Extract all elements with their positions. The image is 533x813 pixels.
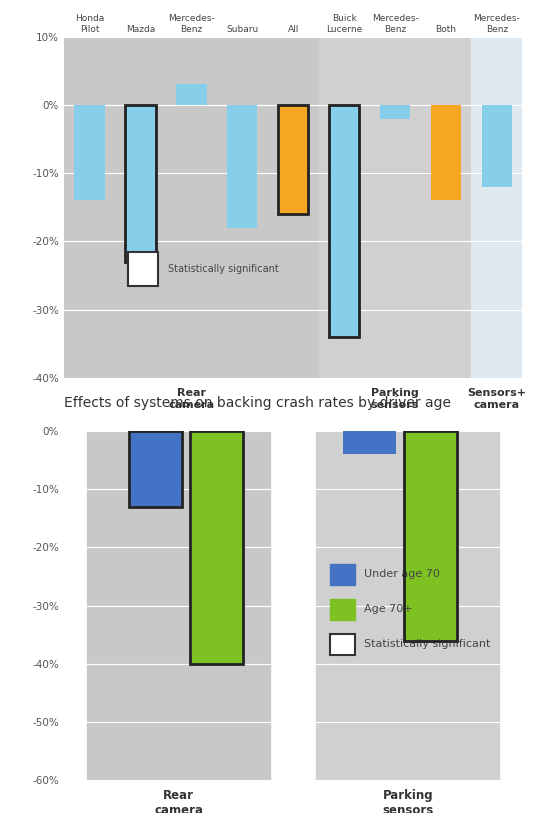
Bar: [329, 105, 359, 337]
Bar: [404, 431, 457, 641]
Bar: [278, 105, 309, 214]
Bar: [330, 598, 355, 620]
Bar: [125, 105, 156, 262]
Text: Rear
camera: Rear camera: [168, 389, 214, 410]
Bar: [64, 37, 319, 378]
Bar: [129, 431, 182, 506]
Bar: [329, 105, 359, 337]
Text: Statistically significant: Statistically significant: [168, 263, 279, 274]
Text: Statistically significant: Statistically significant: [364, 639, 490, 649]
Bar: [431, 105, 461, 201]
Text: Rear
camera: Rear camera: [154, 789, 203, 813]
Bar: [227, 105, 257, 228]
Bar: [330, 563, 355, 585]
Bar: [278, 105, 309, 214]
Bar: [87, 431, 270, 780]
Bar: [330, 633, 355, 654]
Bar: [176, 85, 207, 105]
Text: Sensors+
camera: Sensors+ camera: [467, 389, 527, 410]
Text: Age 70+: Age 70+: [364, 604, 413, 614]
Bar: [482, 105, 512, 187]
Bar: [471, 37, 522, 378]
Text: Parking
sensors: Parking sensors: [371, 389, 419, 410]
Bar: [129, 431, 182, 506]
Bar: [190, 431, 244, 664]
Bar: [316, 431, 499, 780]
Bar: [343, 431, 397, 454]
Text: Under age 70: Under age 70: [364, 569, 440, 579]
Bar: [125, 105, 156, 262]
Bar: [379, 105, 410, 119]
Text: Parking
sensors: Parking sensors: [382, 789, 433, 813]
Bar: [404, 431, 457, 641]
Bar: [190, 431, 244, 664]
Bar: [319, 37, 471, 378]
Text: Effects of systems on backing crash rates by driver age: Effects of systems on backing crash rate…: [64, 396, 451, 410]
Bar: [74, 105, 104, 201]
Bar: [127, 252, 158, 286]
